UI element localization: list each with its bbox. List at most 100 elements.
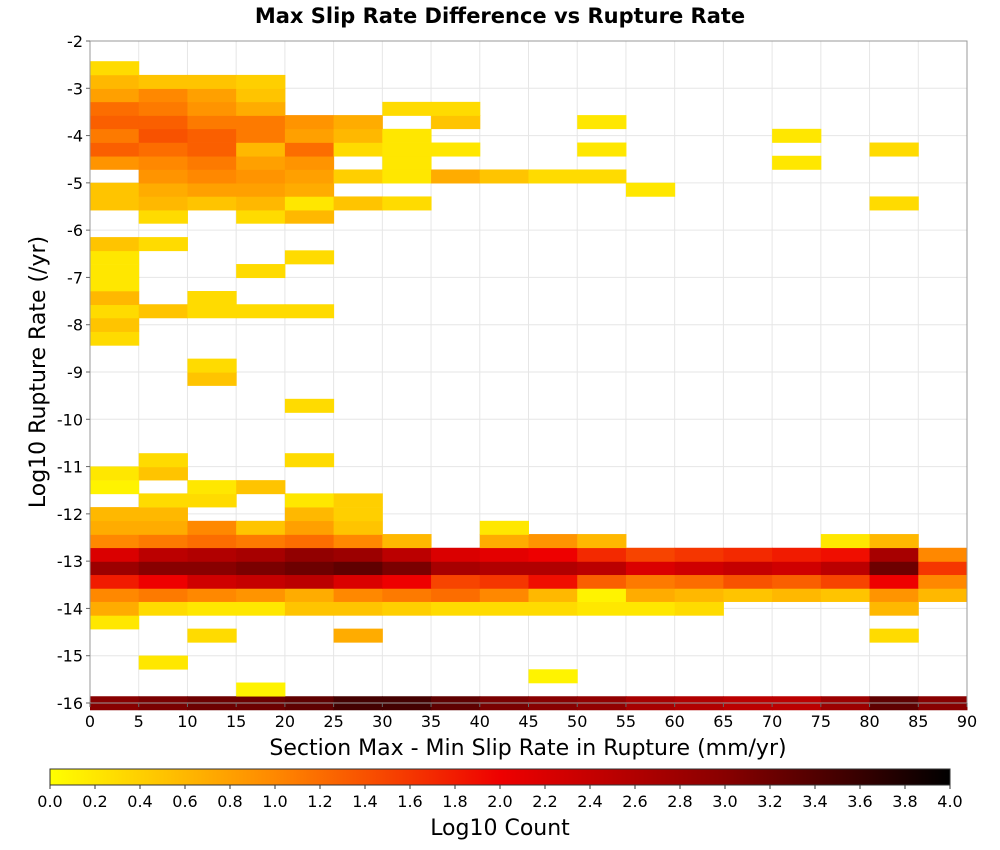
heatmap-cell bbox=[284, 128, 335, 143]
heatmap-cell bbox=[284, 587, 335, 602]
heatmap-cell bbox=[284, 534, 335, 549]
heatmap-cell bbox=[431, 587, 481, 602]
heatmap-cell bbox=[284, 142, 335, 157]
heatmap-cell bbox=[236, 547, 286, 562]
heatmap-cell bbox=[138, 74, 188, 89]
colorbar-tick-label: 3.2 bbox=[757, 792, 782, 811]
heatmap-cell bbox=[90, 534, 140, 549]
heatmap-cell bbox=[577, 534, 627, 549]
heatmap-cell bbox=[333, 574, 383, 589]
heatmap-cell bbox=[382, 101, 432, 116]
heatmap-cell bbox=[236, 115, 286, 130]
heatmap-cell bbox=[528, 601, 578, 616]
heatmap-cell bbox=[869, 574, 919, 589]
heatmap-cell bbox=[236, 128, 286, 143]
heatmap-cell bbox=[772, 155, 822, 170]
heatmap-cell bbox=[528, 587, 578, 602]
heatmap-cell bbox=[577, 142, 627, 157]
heatmap-cell bbox=[528, 169, 578, 184]
colorbar-tick-label: 2.6 bbox=[622, 792, 647, 811]
heatmap-cell bbox=[236, 209, 286, 224]
heatmap-cell bbox=[479, 587, 529, 602]
heatmap-cell bbox=[90, 547, 140, 562]
heatmap-cell bbox=[90, 142, 140, 157]
heatmap-cell bbox=[382, 169, 432, 184]
heatmap-cell bbox=[138, 237, 188, 252]
heatmap-cell bbox=[90, 277, 140, 292]
heatmap-cell bbox=[772, 547, 822, 562]
heatmap-cell bbox=[187, 115, 237, 130]
heatmap-cell bbox=[236, 304, 286, 319]
colorbar-tick-label: 1.6 bbox=[397, 792, 422, 811]
heatmap-cell bbox=[528, 574, 578, 589]
heatmap-cell bbox=[236, 88, 286, 103]
heatmap-cell bbox=[479, 169, 529, 184]
heatmap-cell bbox=[236, 520, 286, 535]
heatmap-cell bbox=[138, 507, 188, 522]
heatmap-cell bbox=[869, 601, 919, 616]
colorbar-gradient bbox=[49, 768, 951, 786]
heatmap-cell bbox=[625, 182, 676, 197]
heatmap-cell bbox=[187, 74, 237, 89]
y-tick-label: -2 bbox=[67, 32, 83, 51]
heatmap-cell bbox=[820, 547, 871, 562]
heatmap-cell bbox=[772, 587, 822, 602]
heatmap-cell bbox=[236, 682, 286, 697]
heatmap-cell bbox=[90, 196, 140, 211]
heatmap-cell bbox=[333, 534, 383, 549]
heatmap-cell bbox=[674, 601, 724, 616]
heatmap-cell bbox=[284, 453, 335, 468]
heatmap-cell bbox=[382, 534, 432, 549]
heatmap-cell bbox=[869, 587, 919, 602]
y-tick-label: -13 bbox=[57, 552, 83, 571]
heatmap-cell bbox=[236, 155, 286, 170]
heatmap-cell bbox=[820, 587, 871, 602]
heatmap-cell bbox=[187, 291, 237, 306]
heatmap-cell bbox=[772, 574, 822, 589]
x-tick-label: 50 bbox=[567, 712, 587, 731]
heatmap-cell bbox=[187, 128, 237, 143]
heatmap-cell bbox=[577, 561, 627, 576]
heatmap-cell bbox=[138, 655, 188, 670]
heatmap-cell bbox=[869, 547, 919, 562]
heatmap-cells bbox=[90, 61, 968, 711]
x-tick-label: 35 bbox=[421, 712, 441, 731]
heatmap-cell bbox=[625, 587, 676, 602]
heatmap-cell bbox=[479, 601, 529, 616]
heatmap-cell bbox=[187, 88, 237, 103]
heatmap-cell bbox=[284, 169, 335, 184]
heatmap-cell bbox=[333, 169, 383, 184]
heatmap-cell bbox=[625, 547, 676, 562]
heatmap-cell bbox=[284, 398, 335, 413]
heatmap-cell bbox=[187, 155, 237, 170]
heatmap-cell bbox=[431, 142, 481, 157]
heatmap-cell bbox=[236, 480, 286, 495]
heatmap-cell bbox=[625, 574, 676, 589]
x-tick-label: 15 bbox=[226, 712, 246, 731]
colorbar-tick-label: 2.0 bbox=[487, 792, 512, 811]
heatmap-cell bbox=[187, 142, 237, 157]
x-tick-label: 90 bbox=[957, 712, 977, 731]
heatmap-cell bbox=[187, 534, 237, 549]
heatmap-cell bbox=[138, 547, 188, 562]
colorbar-tick-label: 0.2 bbox=[82, 792, 107, 811]
heatmap-cell bbox=[284, 520, 335, 535]
heatmap-cell bbox=[382, 196, 432, 211]
heatmap-cell bbox=[236, 587, 286, 602]
heatmap-cell bbox=[820, 534, 871, 549]
x-tick-label: 10 bbox=[177, 712, 197, 731]
heatmap-cell bbox=[138, 466, 188, 481]
colorbar-tick-label: 3.8 bbox=[892, 792, 917, 811]
colorbar-tick-label: 3.4 bbox=[802, 792, 827, 811]
heatmap-cell bbox=[284, 561, 335, 576]
heatmap-cell bbox=[236, 561, 286, 576]
heatmap-cell bbox=[90, 587, 140, 602]
colorbar-tick-label: 1.0 bbox=[262, 792, 287, 811]
colorbar-label: Log10 Count bbox=[430, 816, 570, 841]
heatmap-cell bbox=[138, 493, 188, 508]
heatmap-cell bbox=[90, 561, 140, 576]
heatmap-cell bbox=[479, 561, 529, 576]
x-tick-label: 0 bbox=[85, 712, 95, 731]
colorbar-tick-label: 1.2 bbox=[307, 792, 332, 811]
heatmap-cell bbox=[333, 507, 383, 522]
